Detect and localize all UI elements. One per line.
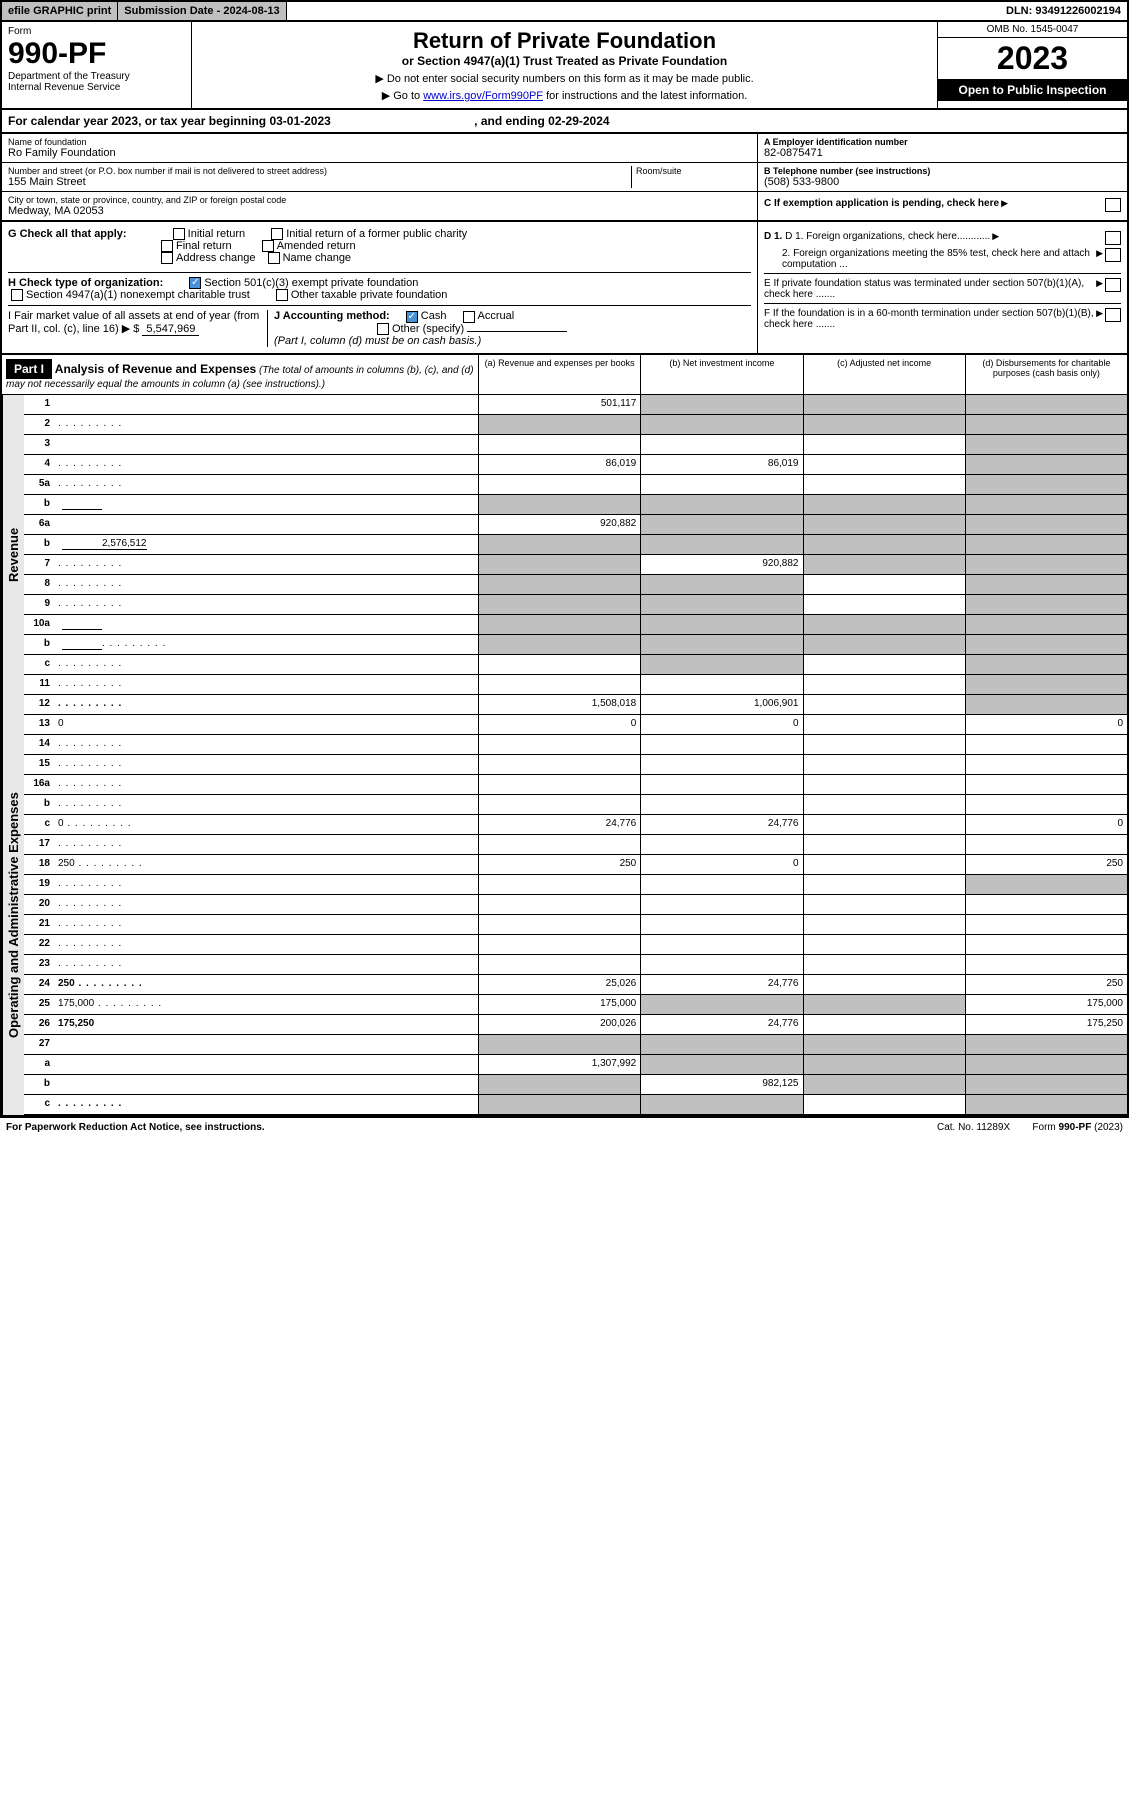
form-note1: ▶ Do not enter social security numbers o…	[198, 72, 931, 85]
col-b-header: (b) Net investment income	[641, 355, 803, 394]
table-row: 2	[24, 415, 1127, 435]
table-row: 9	[24, 595, 1127, 615]
table-row: 15	[24, 755, 1127, 775]
irs-link[interactable]: www.irs.gov/Form990PF	[423, 90, 543, 102]
dln: DLN: 93491226002194	[1000, 2, 1127, 20]
table-row: 1501,117	[24, 395, 1127, 415]
table-row: 27	[24, 1035, 1127, 1055]
table-row: 10a	[24, 615, 1127, 635]
h-checks: H Check type of organization: Section 50…	[8, 272, 751, 301]
table-row: 16a	[24, 775, 1127, 795]
form-title: Return of Private Foundation	[198, 28, 931, 54]
exemption-row: C If exemption application is pending, c…	[758, 195, 1127, 215]
d1-check: D 1. D 1. Foreign organizations, check h…	[764, 231, 1121, 245]
table-row: 26175,250200,02624,776175,250	[24, 1015, 1127, 1035]
col-d-header: (d) Disbursements for charitable purpose…	[966, 355, 1127, 394]
form-number: 990-PF	[8, 37, 185, 71]
table-row: 130000	[24, 715, 1127, 735]
table-row: 121,508,0181,006,901	[24, 695, 1127, 715]
table-row: c	[24, 655, 1127, 675]
table-row: 21	[24, 915, 1127, 935]
d2-check: 2. Foreign organizations meeting the 85%…	[764, 248, 1121, 270]
col-a-header: (a) Revenue and expenses per books	[479, 355, 641, 394]
page-footer: For Paperwork Reduction Act Notice, see …	[0, 1117, 1129, 1137]
f-check: F If the foundation is in a 60-month ter…	[764, 303, 1121, 330]
col-c-header: (c) Adjusted net income	[804, 355, 966, 394]
foundation-info: Name of foundation Ro Family Foundation …	[0, 134, 1129, 222]
table-row: c	[24, 1095, 1127, 1115]
table-row: 22	[24, 935, 1127, 955]
part1-label: Part I	[6, 359, 52, 379]
table-row: b	[24, 495, 1127, 515]
city-row: City or town, state or province, country…	[2, 192, 757, 220]
ein-row: A Employer identification number 82-0875…	[758, 134, 1127, 163]
g-checks: G Check all that apply: Initial return I…	[8, 228, 751, 264]
table-row: 20	[24, 895, 1127, 915]
table-row: b2,576,512	[24, 535, 1127, 555]
table-row: 6a920,882	[24, 515, 1127, 535]
checkboxes-section: G Check all that apply: Initial return I…	[0, 222, 1129, 355]
table-row: b	[24, 795, 1127, 815]
table-row: 486,01986,019	[24, 455, 1127, 475]
omb-number: OMB No. 1545-0047	[938, 22, 1127, 38]
form-note2: ▶ Go to www.irs.gov/Form990PF for instru…	[198, 89, 931, 102]
table-row: 14	[24, 735, 1127, 755]
table-row: 19	[24, 875, 1127, 895]
table-row: c024,77624,7760	[24, 815, 1127, 835]
table-row: b	[24, 635, 1127, 655]
form-label: Form	[8, 26, 185, 37]
table-row: 25175,000175,000175,000	[24, 995, 1127, 1015]
table-row: a1,307,992	[24, 1055, 1127, 1075]
table-row: 23	[24, 955, 1127, 975]
revenue-label: Revenue	[2, 395, 24, 715]
tax-year-range: For calendar year 2023, or tax year begi…	[0, 110, 1129, 134]
irs-label: Internal Revenue Service	[8, 82, 185, 93]
top-bar: efile GRAPHIC print Submission Date - 20…	[0, 0, 1129, 22]
table-row: 7920,882	[24, 555, 1127, 575]
form-subtitle: or Section 4947(a)(1) Trust Treated as P…	[198, 54, 931, 68]
i-j-row: I Fair market value of all assets at end…	[8, 305, 751, 346]
table-row: 3	[24, 435, 1127, 455]
address-row: Number and street (or P.O. box number if…	[2, 163, 757, 192]
efile-label: efile GRAPHIC print	[2, 2, 118, 20]
tax-year: 2023	[938, 38, 1127, 79]
submission-date: Submission Date - 2024-08-13	[118, 2, 286, 20]
table-row: 182502500250	[24, 855, 1127, 875]
table-row: 11	[24, 675, 1127, 695]
table-row: b982,125	[24, 1075, 1127, 1095]
opex-label: Operating and Administrative Expenses	[2, 715, 24, 1115]
open-public: Open to Public Inspection	[938, 79, 1127, 101]
foundation-name-row: Name of foundation Ro Family Foundation	[2, 134, 757, 163]
phone-row: B Telephone number (see instructions) (5…	[758, 163, 1127, 192]
part1-section: Part I Analysis of Revenue and Expenses …	[0, 355, 1129, 1117]
table-row: 8	[24, 575, 1127, 595]
form-header: Form 990-PF Department of the Treasury I…	[0, 22, 1129, 110]
table-row: 5a	[24, 475, 1127, 495]
e-check: E If private foundation status was termi…	[764, 273, 1121, 300]
dept-label: Department of the Treasury	[8, 71, 185, 82]
table-row: 2425025,02624,776250	[24, 975, 1127, 995]
table-row: 17	[24, 835, 1127, 855]
